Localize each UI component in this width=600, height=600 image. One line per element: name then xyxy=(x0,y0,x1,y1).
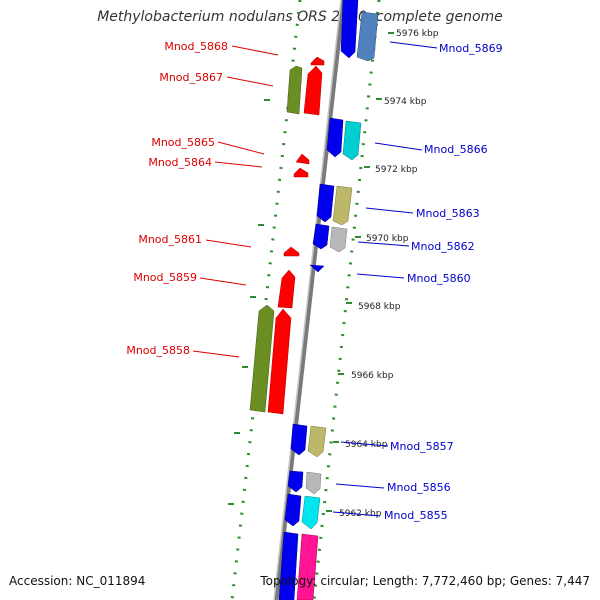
gene-arrow-mnod-5862[interactable] xyxy=(312,223,330,250)
gene-label[interactable]: Mnod_5869 xyxy=(439,42,503,55)
gene-arrow-mnod-5863[interactable] xyxy=(332,185,353,226)
gene-arrow-mnod-5865[interactable] xyxy=(295,153,310,165)
outer-ruler-left xyxy=(230,0,302,600)
ruler-label: 5964 kbp xyxy=(345,440,388,450)
forward-strand-genes xyxy=(278,0,379,600)
gene-label[interactable]: Mnod_5866 xyxy=(424,143,488,156)
gene-arrow-mnod-5857[interactable] xyxy=(290,423,308,456)
gene-label[interactable]: Mnod_5859 xyxy=(133,271,197,284)
reverse-strand-genes xyxy=(249,56,325,415)
ruler-label: 5968 kbp xyxy=(358,302,401,312)
gene-label[interactable]: Mnod_5868 xyxy=(164,40,228,53)
gene-arrow-mnod-5860[interactable] xyxy=(309,264,325,273)
accession-text: Accession: NC_011894 xyxy=(9,574,146,588)
ruler-label: 5976 kbp xyxy=(396,29,439,39)
gene-label[interactable]: Mnod_5857 xyxy=(390,440,454,453)
gene-label[interactable]: Mnod_5860 xyxy=(407,272,471,285)
gene-arrow-mnod-5864[interactable] xyxy=(293,167,309,178)
gene-arrow-bottom-forward[interactable] xyxy=(278,531,299,600)
ruler-label: 5972 kbp xyxy=(375,165,418,175)
gene-label[interactable]: Mnod_5865 xyxy=(151,136,215,149)
gene-label[interactable]: Mnod_5855 xyxy=(384,509,448,522)
ruler-ticks xyxy=(228,32,394,512)
gene-label[interactable]: Mnod_5856 xyxy=(387,481,451,494)
ruler-label: 5966 kbp xyxy=(351,371,394,381)
gene-arrow-mnod-5866[interactable] xyxy=(326,117,344,158)
gene-label[interactable]: Mnod_5863 xyxy=(416,207,480,220)
ruler-label: 5970 kbp xyxy=(366,234,409,244)
gene-arrow-mnod-5861[interactable] xyxy=(283,246,300,257)
gene-label[interactable]: Mnod_5861 xyxy=(138,233,202,246)
gene-arrow-mnod-5867[interactable] xyxy=(286,65,303,115)
gene-arrow-mnod-5866[interactable] xyxy=(342,120,362,161)
gene-label[interactable]: Mnod_5867 xyxy=(159,71,223,84)
outer-ruler-right xyxy=(312,0,381,600)
gene-arrow-bottom-forward[interactable] xyxy=(296,533,319,600)
gene-arrow-mnod-5862[interactable] xyxy=(329,226,348,253)
reverse-labels: Mnod_5868 Mnod_5867 Mnod_5865 Mnod_5864 … xyxy=(126,40,228,357)
gene-arrow-mnod-5858[interactable] xyxy=(249,304,275,413)
gene-arrow-mnod-5867[interactable] xyxy=(303,65,323,116)
forward-labels: Mnod_5869 Mnod_5866 Mnod_5863 Mnod_5862 … xyxy=(384,42,503,522)
gene-arrow-mnod-5856[interactable] xyxy=(287,470,304,493)
topology-text: Topology: circular; Length: 7,772,460 bp… xyxy=(260,574,590,588)
map-title: Methylobacterium nodulans ORS 2060, comp… xyxy=(97,9,503,25)
gene-label[interactable]: Mnod_5864 xyxy=(148,156,212,169)
gene-arrow-mnod-5858[interactable] xyxy=(267,308,292,415)
gene-arrow-mnod-5869[interactable] xyxy=(356,11,379,62)
gene-arrow-mnod-5857[interactable] xyxy=(307,425,327,458)
gene-arrow-mnod-5855[interactable] xyxy=(301,495,321,530)
forward-label-leaders xyxy=(332,41,438,517)
gene-arrow-mnod-5856[interactable] xyxy=(305,471,322,495)
gene-arrow-mnod-5855[interactable] xyxy=(284,493,302,527)
gene-label[interactable]: Mnod_5858 xyxy=(126,344,190,357)
gene-arrow-mnod-5859[interactable] xyxy=(277,269,296,309)
gene-arrow-mnod-5868[interactable] xyxy=(310,56,325,66)
gene-label[interactable]: Mnod_5862 xyxy=(411,240,475,253)
gene-arrow-mnod-5869[interactable] xyxy=(340,0,359,59)
ruler-label: 5974 kbp xyxy=(384,97,427,107)
genome-backbone-highlight xyxy=(273,0,342,600)
gene-arrow-mnod-5863[interactable] xyxy=(316,183,335,223)
reverse-label-leaders xyxy=(192,45,279,358)
